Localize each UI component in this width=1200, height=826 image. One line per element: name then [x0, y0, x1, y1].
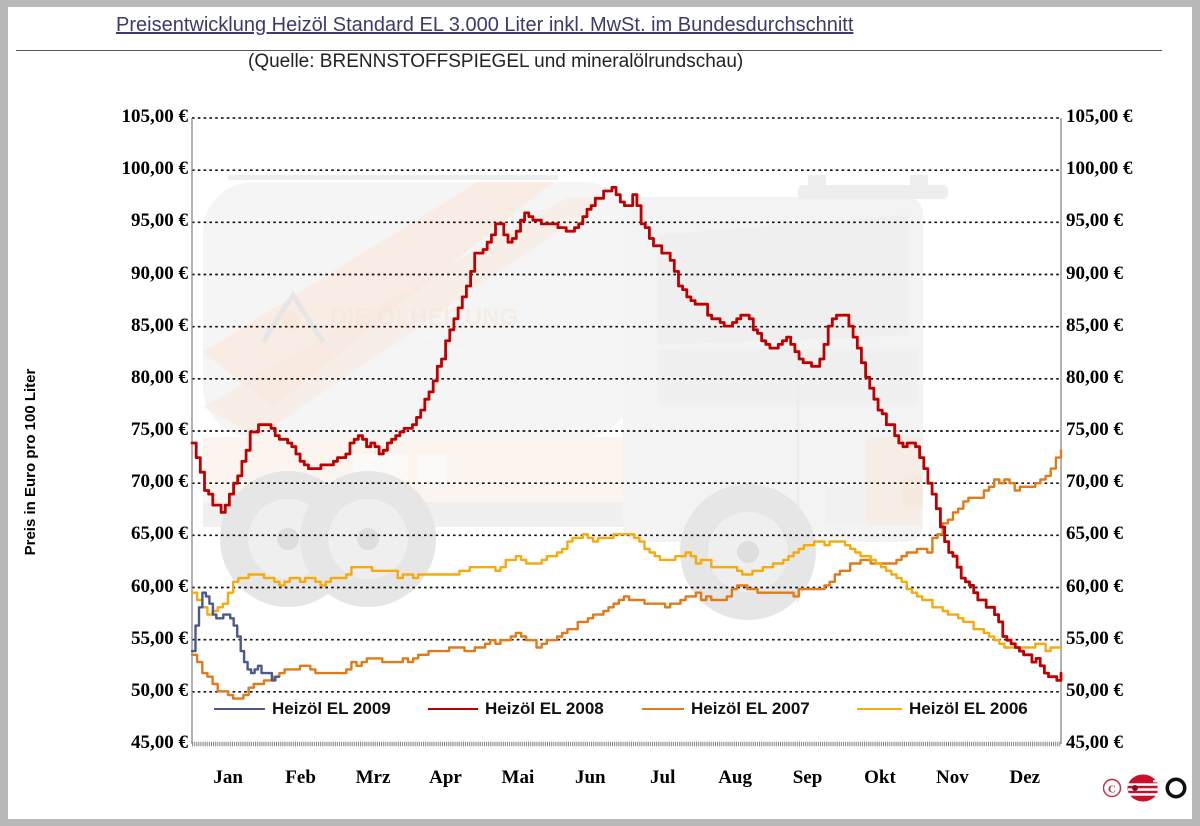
- svg-text:C: C: [1108, 784, 1116, 796]
